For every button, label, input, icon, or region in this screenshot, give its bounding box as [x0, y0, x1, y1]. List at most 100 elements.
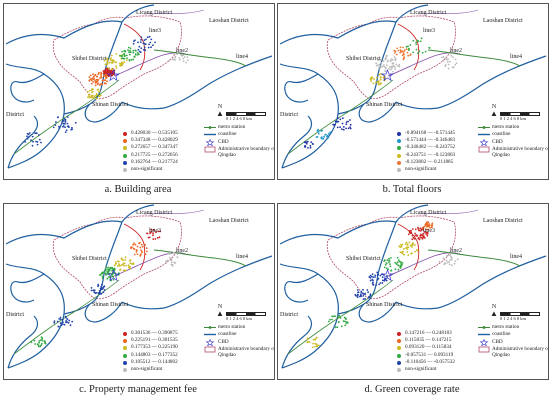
sample-point [357, 294, 359, 296]
sample-point [88, 79, 91, 82]
sample-point [97, 73, 100, 75]
legend-swatch-icon [397, 353, 401, 358]
sample-point [401, 262, 404, 264]
sample-point [314, 345, 316, 348]
sample-point [388, 259, 390, 262]
sample-point [410, 252, 412, 255]
sample-point [374, 274, 377, 277]
sample-point [417, 236, 420, 239]
legend-swatch-icon [123, 360, 127, 365]
sample-point [324, 133, 326, 136]
coastline [284, 273, 319, 303]
coastline [395, 255, 547, 310]
sample-point [449, 259, 452, 261]
sample-point [378, 58, 380, 60]
label-shinan: Shinan District [366, 102, 403, 108]
sample-point [331, 318, 333, 321]
sample-point [174, 59, 177, 61]
sample-point [97, 283, 100, 286]
metro-line [287, 279, 394, 355]
sample-point [368, 276, 371, 278]
sample-point [374, 81, 377, 84]
legend-class-item: 0.347348 — 0.428029 [122, 137, 178, 144]
legend-class-label: -0.110456 — -0.057532 [405, 358, 455, 365]
sample-point [378, 67, 380, 70]
sample-point [371, 282, 374, 285]
label-district: District [280, 112, 298, 118]
caption-green-coverage-rate: d. Green coverage rate [364, 384, 460, 395]
sample-point [104, 268, 107, 271]
sample-point [132, 42, 135, 45]
legend-class-label: 0.428030 — 0.535105 [131, 130, 178, 136]
sample-point [145, 38, 147, 41]
sample-point [390, 269, 393, 272]
sample-point [375, 284, 377, 286]
legend-label: CBD [218, 338, 229, 345]
sample-point [173, 261, 176, 264]
sample-point [140, 39, 142, 41]
sample-point [451, 66, 454, 69]
label-licang: Licang District [136, 210, 173, 216]
sample-point [57, 325, 60, 328]
admin-boundary [52, 15, 182, 100]
sample-point [66, 122, 69, 125]
sample-point [415, 43, 418, 46]
sample-point [383, 266, 386, 269]
sample-point [62, 125, 64, 128]
sample-point [390, 58, 393, 60]
sample-point [405, 48, 408, 50]
legend-swatch-icon [397, 139, 401, 144]
sample-point [176, 256, 179, 259]
sample-point [372, 276, 375, 278]
sample-point [28, 136, 30, 138]
sample-point [456, 258, 459, 261]
sample-point [125, 264, 128, 267]
sample-point [408, 47, 410, 50]
label-line4: line4 [236, 254, 248, 260]
legend-class-item: 0.225191 — 0.301535 [122, 337, 178, 344]
sample-point [397, 268, 400, 271]
legend-item-admin-boundary: Administrative boundary of Qingdao [204, 146, 274, 159]
legend-class-item: 0.162764 — 0.217724 [122, 159, 178, 166]
sample-point [345, 127, 347, 130]
sample-point [313, 338, 316, 341]
scale-bar: 0 1 2 4 6 8 km [500, 112, 540, 121]
legend-class-label: non-significant [405, 366, 437, 373]
sample-point [70, 128, 73, 131]
cbd-star-icon [380, 269, 395, 282]
sample-point [320, 137, 322, 139]
sample-point [134, 243, 137, 246]
sample-point [375, 62, 378, 65]
sample-point [387, 59, 390, 62]
sample-point [106, 66, 109, 69]
sample-point [431, 223, 433, 226]
sample-point [94, 74, 97, 77]
map-legend: metro station coastline CBD Administrative … [478, 124, 548, 160]
sample-point [344, 320, 347, 323]
sample-point [372, 279, 374, 282]
sample-point [389, 59, 392, 62]
map-canvas [5, 4, 273, 169]
sample-point [123, 57, 126, 60]
legend-label: coastline [218, 331, 237, 338]
sample-point [315, 336, 318, 339]
sample-point [341, 128, 343, 131]
sample-point [119, 54, 121, 57]
sample-point [152, 232, 155, 235]
sample-point [109, 71, 112, 74]
cbd-star-icon [106, 269, 121, 282]
metro-line [143, 209, 205, 215]
sample-point [421, 227, 424, 229]
sample-point [140, 243, 143, 246]
sample-point [53, 321, 56, 324]
legend-label: CBD [492, 138, 503, 145]
sample-point [388, 68, 390, 70]
sample-point [400, 246, 402, 248]
metro-station-icon [478, 326, 490, 329]
sample-point [427, 221, 429, 224]
legend-swatch-icon [397, 368, 401, 373]
north-label: N [217, 304, 223, 310]
label-shinan: Shinan District [366, 302, 403, 308]
legend-label: metro station [218, 324, 246, 330]
sample-point [418, 50, 421, 52]
